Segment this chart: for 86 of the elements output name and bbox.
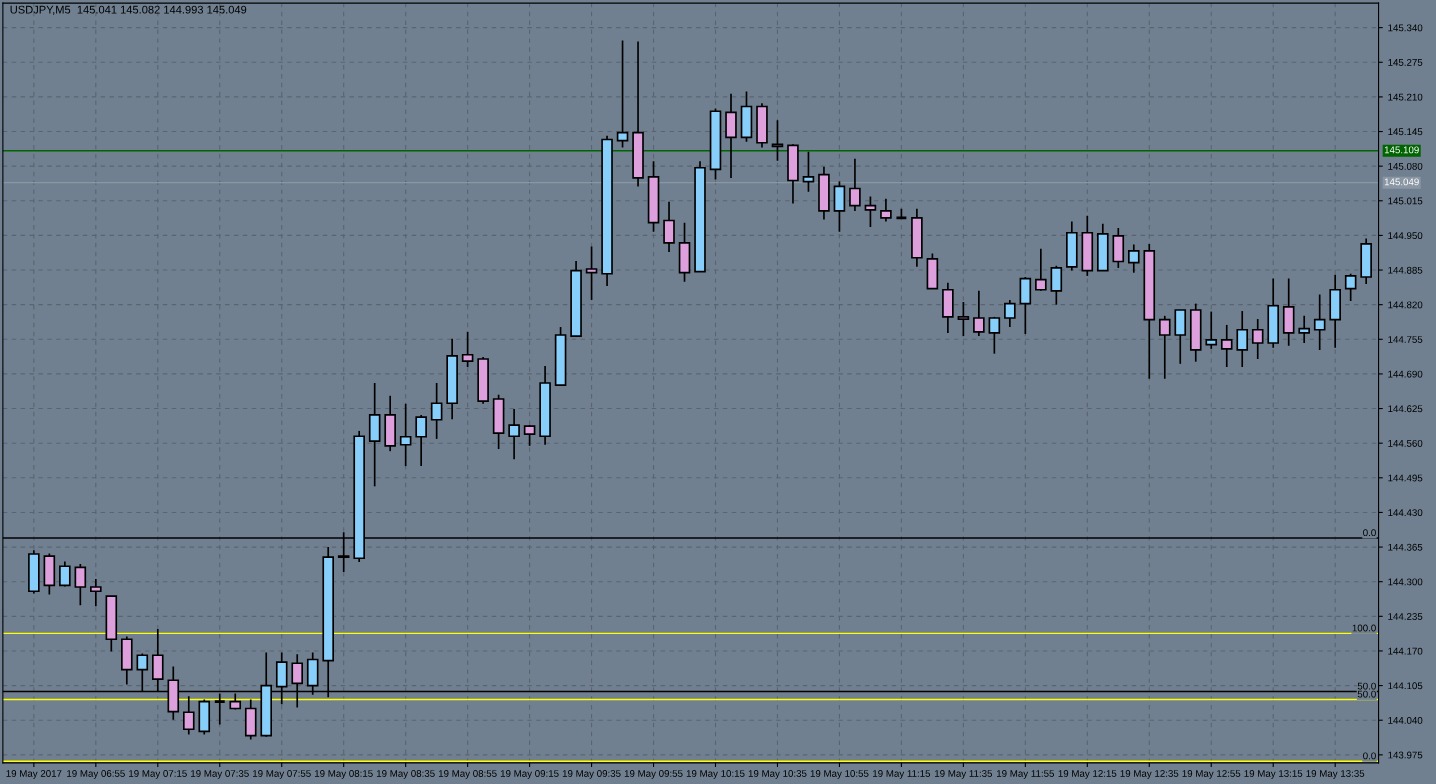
candlestick [616, 39, 629, 149]
y-tick-label: 144.430 [1388, 509, 1423, 517]
candlestick [1050, 264, 1063, 306]
y-tick-label: 144.625 [1388, 405, 1423, 413]
candlestick [415, 414, 427, 467]
y-tick-label: 144.365 [1388, 543, 1423, 551]
y-tick-label: 144.820 [1388, 301, 1423, 309]
y-tick-label: 145.340 [1388, 24, 1423, 32]
candlestick [771, 119, 784, 162]
candlestick [1035, 247, 1047, 292]
y-tick-label: 145.015 [1388, 197, 1423, 205]
candlestick [585, 245, 598, 301]
candlestick [1251, 318, 1264, 360]
y-tick-label: 143.975 [1388, 751, 1423, 759]
y-tick-label: 144.560 [1388, 439, 1423, 447]
candlestick [461, 331, 474, 368]
candlestick [957, 301, 970, 337]
x-tick-label: 19 May 08:35 [376, 770, 435, 779]
x-tick-label: 19 May 10:15 [686, 770, 745, 779]
candlestick [399, 402, 412, 467]
x-tick-label: 19 May 08:15 [314, 770, 373, 779]
y-tick-label: 144.950 [1388, 232, 1423, 240]
candlestick [1236, 310, 1249, 368]
y-tick-label: 144.170 [1388, 647, 1423, 655]
y-tick-label: 144.105 [1388, 682, 1423, 690]
x-tick-label: 19 May 09:55 [624, 770, 683, 779]
ref-line-label: 145.109 [1384, 146, 1419, 154]
x-tick-label: 19 May 07:15 [129, 770, 187, 779]
x-tick-label: 19 May 2017 [6, 770, 62, 779]
x-tick-label: 19 May 09:35 [562, 770, 621, 779]
candlestick [1004, 299, 1016, 328]
candlestick [1220, 324, 1233, 368]
x-tick-label: 19 May 12:15 [1058, 770, 1117, 779]
x-tick-label: 19 May 11:55 [996, 770, 1055, 779]
annotation: 50.0 [1357, 682, 1376, 690]
candlestick [802, 150, 815, 193]
ref-line-label: 145.049 [1384, 178, 1419, 186]
candlestick [1298, 315, 1310, 344]
candlestick [59, 560, 71, 588]
x-tick-label: 19 May 08:55 [438, 770, 497, 779]
y-tick-label: 144.235 [1388, 613, 1423, 620]
y-tick-label: 144.690 [1388, 370, 1423, 378]
x-tick-label: 19 May 11:35 [935, 770, 993, 779]
y-tick-label: 144.755 [1388, 336, 1423, 343]
candlestick [508, 408, 520, 461]
annotation: 50.0 [1357, 690, 1376, 698]
candlestick [1205, 310, 1218, 350]
candlestick [864, 195, 877, 228]
candlestick [430, 382, 443, 440]
candlestick [213, 692, 227, 726]
candlestick [663, 201, 675, 253]
annotation: 0.0 [1363, 529, 1376, 537]
candlestick [182, 695, 195, 736]
candlestick [1313, 293, 1326, 351]
x-tick-label: 19 May 07:55 [253, 770, 311, 779]
y-tick-label: 145.080 [1388, 162, 1423, 170]
y-tick-label: 144.300 [1388, 578, 1423, 586]
candlestick [1344, 272, 1357, 302]
y-tick-label: 145.145 [1388, 128, 1423, 136]
candlestick [988, 316, 1001, 355]
y-tick-label: 144.495 [1388, 474, 1423, 482]
y-tick-label: 144.040 [1388, 716, 1423, 724]
x-tick-label: 19 May 13:15 [1244, 770, 1303, 779]
x-tick-label: 19 May 10:35 [748, 770, 807, 779]
y-tick-label: 145.275 [1388, 59, 1423, 66]
x-tick-label: 19 May 11:15 [873, 770, 931, 779]
x-tick-label: 19 May 12:35 [1120, 770, 1179, 779]
candlestick [90, 578, 102, 608]
y-tick-label: 145.210 [1388, 93, 1423, 101]
candlestick [523, 424, 536, 447]
candlestick [880, 197, 892, 223]
y-tick-label: 144.885 [1388, 266, 1423, 274]
x-tick-label: 19 May 10:55 [810, 770, 869, 779]
x-tick-label: 19 May 12:55 [1182, 770, 1241, 779]
annotation: 100.0 [1352, 624, 1376, 632]
candlestick [973, 289, 985, 337]
candlestick [1158, 315, 1171, 380]
candlestick [849, 157, 861, 212]
x-tick-label: 19 May 09:15 [500, 770, 559, 779]
x-tick-label: 19 May 06:55 [67, 770, 125, 779]
candlestick [74, 563, 87, 606]
x-tick-label: 19 May 13:35 [1306, 770, 1365, 779]
annotation: 0.0 [1363, 752, 1376, 760]
candlestick [1127, 243, 1140, 274]
x-tick-label: 19 May 07:35 [191, 770, 249, 779]
chart-title: USDJPY,M5 145.041 145.082 144.993 145.049 [10, 5, 247, 15]
